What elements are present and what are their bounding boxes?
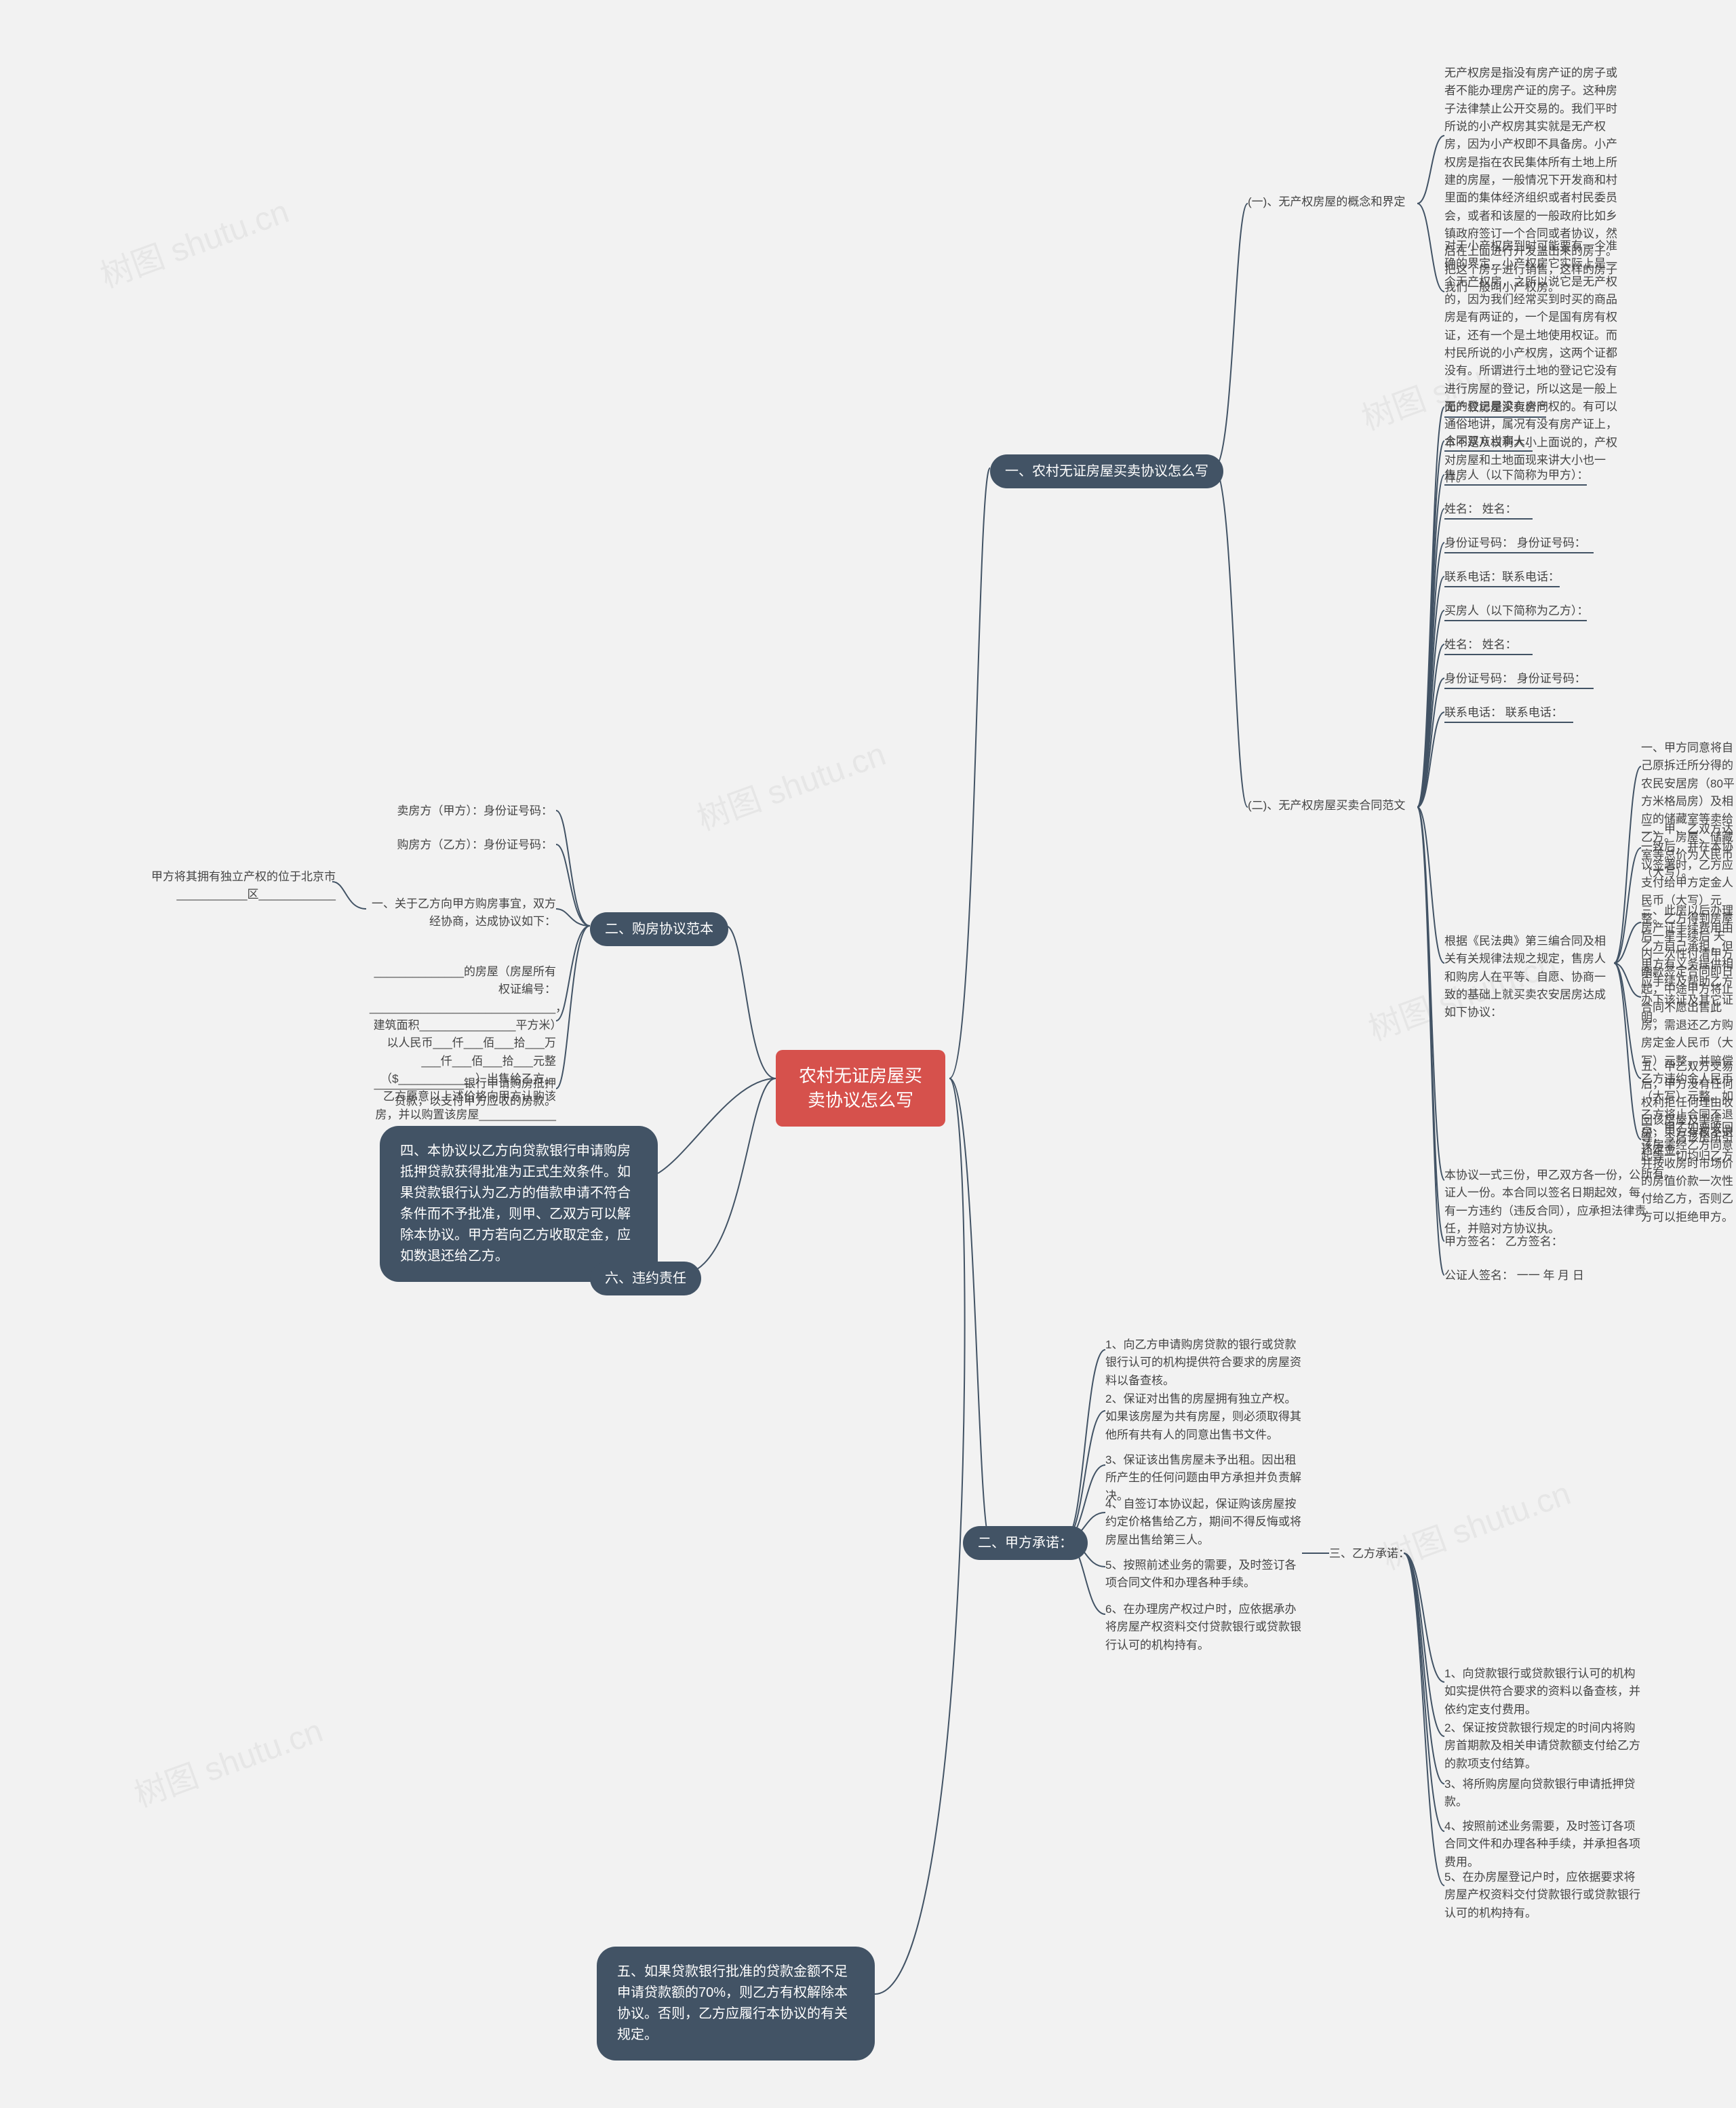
b1b-item: 买房人（以下简称为乙方）：: [1444, 602, 1589, 620]
yi-item: 5、在办房屋登记户时，应依据要求将房屋产权资料交付贷款银行或贷款银行认可的机构持…: [1444, 1869, 1641, 1922]
yi-item: 4、按照前述业务需要，及时签订各项合同文件和办理各种手续，并承担各项费用。: [1444, 1818, 1641, 1871]
yi-item: 1、向贷款银行或贷款银行认可的机构如实提供符合要求的资料以备查核，并依约定支付费…: [1444, 1665, 1641, 1719]
underline: [1444, 586, 1560, 587]
watermark: 树图 shutu.cn: [93, 184, 294, 296]
b1b-clause-head: 根据《民法典》第三编合同及相关有关规律法规之规定，售房人和购房人在平等、自愿、协…: [1444, 933, 1614, 1022]
root-node: 农村无证房屋买卖协议怎么写: [776, 1050, 945, 1127]
underline: [1444, 450, 1533, 452]
branch-1: 一、农村无证房屋买卖协议怎么写: [990, 454, 1223, 488]
jia-item: 5、按照前述业务的需要，及时签订各项合同文件和办理各种手续。: [1105, 1557, 1302, 1593]
underline: [1444, 722, 1573, 723]
b1b-tail: 本协议一式三份，甲乙双方各一份，公证人一份。本合同以签名日期起效，每有一方违约（…: [1444, 1167, 1648, 1238]
b2-bank: ______________银行申请购房抵押贷款，以支付甲方应收的房款。: [370, 1075, 556, 1111]
b1b-item: 合同双方当事人：: [1444, 433, 1537, 450]
b1b-item: 身份证号码： 身份证号码：: [1444, 534, 1586, 552]
jia-item: 4、自签订本协议起，保证购该房屋按约定价格售给乙方，期间不得反悔或将房屋出售给第…: [1105, 1496, 1302, 1549]
yi-item: 2、保证按贷款银行规定的时间内将购房首期款及相关申请贷款额支付给乙方的款项支付结…: [1444, 1719, 1641, 1773]
b2-owner: 甲方将其拥有独立产权的位于北京市___________区____________: [146, 868, 336, 904]
underline: [1444, 518, 1533, 520]
branch-4: 四、本协议以乙方向贷款银行申请购房抵押贷款获得批准为正式生效条件。如果贷款银行认…: [380, 1126, 658, 1282]
jia-item: 2、保证对出售的房屋拥有独立产权。如果该房屋为共有房屋，则必须取得其他所有共有人…: [1105, 1390, 1302, 1444]
b1b-item: 联系电话：联系电话：: [1444, 568, 1560, 586]
b1b-item: 联系电话： 联系电话：: [1444, 704, 1563, 722]
b2-right: 卖房方（甲方）：身份证号码：: [383, 802, 553, 820]
yi-item: 3、将所购房屋向贷款银行申请抵押贷款。: [1444, 1776, 1641, 1812]
branch-6: 六、违约责任: [590, 1262, 701, 1295]
underline: [1444, 416, 1546, 418]
watermark: 树图 shutu.cn: [127, 1704, 328, 1816]
branch-1a: (一)、无产权房屋的概念和界定: [1248, 193, 1405, 211]
b1b-tail: 公证人签名： 一一 年 月 日: [1444, 1267, 1584, 1285]
underline: [1444, 620, 1587, 621]
jia-item: 6、在办理房产权过户时，应依据承办将房屋产权资料交付贷款银行或贷款银行认可的机构…: [1105, 1601, 1302, 1654]
b1b-item: 姓名： 姓名：: [1444, 501, 1517, 518]
b1b-tail: 甲方签名： 乙方签名：: [1444, 1233, 1563, 1251]
branch-yi: 三、乙方承诺：: [1329, 1545, 1410, 1563]
watermark: 树图 shutu.cn: [690, 727, 891, 839]
branch-jia: 二、甲方承诺：: [963, 1526, 1088, 1560]
branch-2: 二、购房协议范本: [590, 912, 728, 946]
b1b-clause: 六、甲乙如要收回该房需经乙方同意并按收房时市场价的房值价款一次性付给乙方，否则乙…: [1641, 1119, 1736, 1226]
branch-5: 五、如果贷款银行批准的贷款金额不足申请贷款额的70%，则乙方有权解除本协议。否则…: [597, 1947, 875, 2061]
underline: [1444, 552, 1594, 553]
b1b-item: 售房人（以下简称为甲方）：: [1444, 467, 1589, 484]
b2-cause: 一、关于乙方向甲方购房事宜，双方经协商，达成协议如下：: [366, 895, 556, 931]
jia-item: 1、向乙方申请购房贷款的银行或贷款银行认可的机构提供符合要求的房屋资料以备查核。: [1105, 1336, 1302, 1390]
underline: [1444, 688, 1594, 689]
b1b-item: 无产权房屋买卖合同: [1444, 399, 1548, 416]
branch-1b: (二)、无产权房屋买卖合同范文: [1248, 797, 1405, 815]
b2-right: 购房方（乙方）：身份证号码：: [383, 836, 553, 854]
b1b-item: 身份证号码： 身份证号码：: [1444, 670, 1586, 688]
b1b-item: 姓名： 姓名：: [1444, 636, 1517, 654]
underline: [1444, 654, 1533, 655]
underline: [1444, 484, 1587, 486]
